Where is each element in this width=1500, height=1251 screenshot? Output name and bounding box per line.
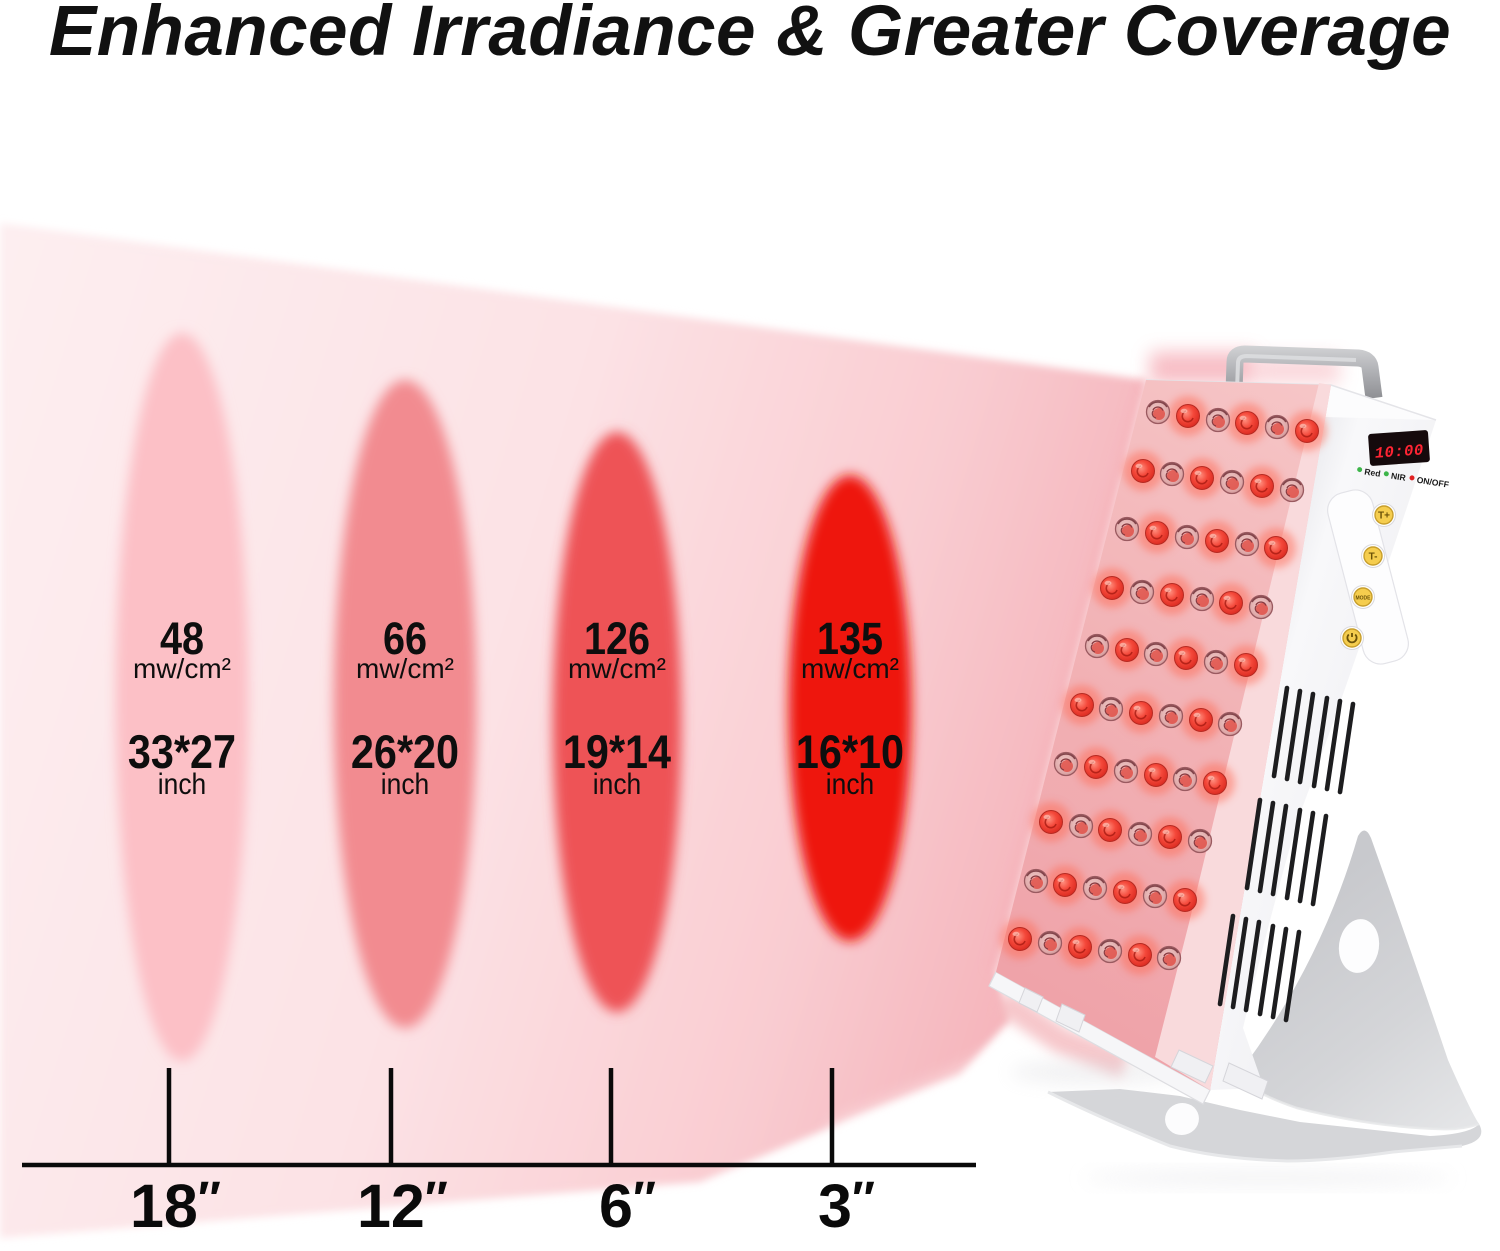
svg-text:T-: T- — [1369, 552, 1378, 563]
svg-text:ON/OFF: ON/OFF — [1416, 475, 1450, 490]
svg-text:NIR: NIR — [1390, 471, 1407, 483]
svg-text:Red: Red — [1364, 466, 1382, 478]
svg-text:MODE: MODE — [1356, 596, 1372, 602]
svg-text:10:00: 10:00 — [1374, 441, 1424, 462]
svg-text:T+: T+ — [1378, 511, 1390, 522]
